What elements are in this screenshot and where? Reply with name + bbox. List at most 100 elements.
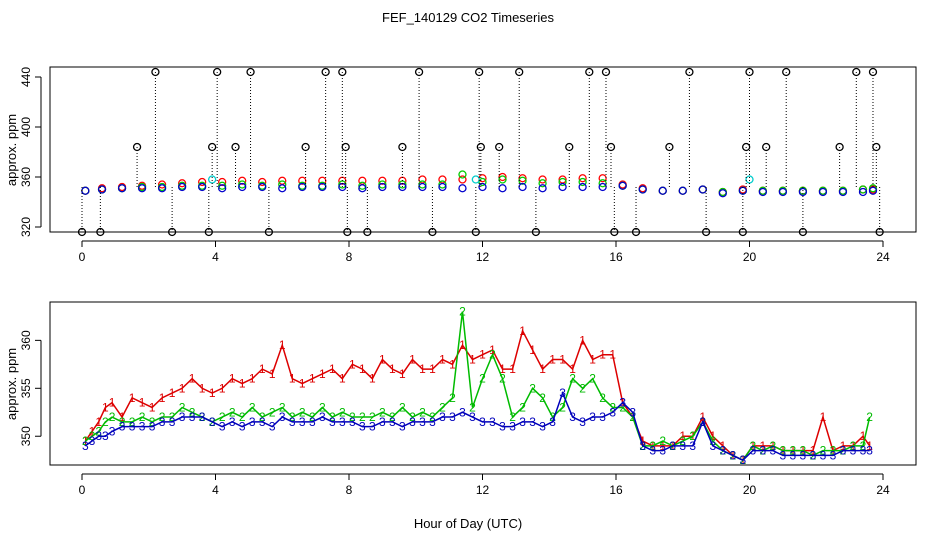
top-series-2-point	[868, 186, 878, 195]
bottom-series-3-point: 3	[619, 396, 626, 410]
bottom-series-1-point: 1	[860, 429, 867, 443]
bottom-series-1-point: 1	[609, 348, 616, 362]
top-series-2-point	[378, 182, 387, 192]
bottom-series-1-point: 1	[329, 362, 336, 376]
top-series-4-point	[852, 67, 861, 77]
top-series-1-point	[418, 180, 427, 189]
bottom-series-2-point: 2	[866, 410, 873, 424]
bottom-series-3-point: 3	[489, 415, 496, 429]
bottom-series-3-point: 3	[519, 415, 526, 429]
bottom-series-2-point: 2	[800, 444, 807, 458]
top-series-3-point	[471, 175, 480, 184]
bottom-series-3-point: 3	[739, 453, 746, 467]
bottom-series-3-point: 3	[379, 415, 386, 429]
bottom-series-1-point: 1	[389, 362, 396, 376]
top-series-2-point	[558, 182, 567, 192]
bottom-series-1-point: 1	[269, 367, 276, 381]
top-series-4-point	[213, 67, 222, 77]
top-x-tick-label: 4	[212, 250, 219, 264]
bottom-series-3-point: 3	[800, 448, 807, 462]
top-series-2-point	[638, 185, 647, 194]
top-series-4-point	[321, 67, 330, 77]
bottom-series-2-point: 2	[82, 434, 89, 448]
top-x-tick-label: 24	[876, 250, 890, 264]
bottom-series-3-point: 3	[329, 415, 336, 429]
top-series-1-point	[438, 180, 447, 189]
bottom-series-2-point: 2	[499, 372, 506, 386]
bottom-series-2-point: 2	[229, 405, 236, 419]
bottom-series-3-point: 3	[289, 415, 296, 429]
bottom-series-1-point: 1	[349, 357, 356, 371]
bottom-series-1-point: 1	[699, 410, 706, 424]
bottom-series-3-point: 3	[780, 448, 787, 462]
bottom-series-3-point: 3	[760, 444, 767, 458]
bottom-series-1-point: 1	[866, 439, 873, 453]
bottom-series-1-point: 1	[579, 333, 586, 347]
top-plot-frame	[49, 66, 917, 233]
bottom-series-2-point: 2	[519, 400, 526, 414]
top-series-2-point	[278, 184, 287, 193]
bottom-series-2-point: 2	[379, 405, 386, 419]
bottom-series-1-point: 1	[399, 367, 406, 381]
top-series-4-point	[428, 227, 437, 237]
bottom-series-1-point: 1	[199, 381, 206, 395]
bottom-series-3-point: 3	[409, 415, 416, 429]
top-y-tick-label: 320	[19, 217, 33, 237]
bottom-series-2-point: 2	[329, 410, 336, 424]
top-x-tick-label: 16	[609, 250, 623, 264]
bottom-series-3-point: 3	[389, 415, 396, 429]
bottom-series-3-point: 3	[699, 415, 706, 429]
bottom-series-3-point: 3	[840, 444, 847, 458]
bottom-series-3-point: 3	[102, 429, 109, 443]
bottom-series-3-point: 3	[369, 420, 376, 434]
bottom-series-2-point: 2	[359, 410, 366, 424]
bottom-series-3-point: 3	[599, 410, 606, 424]
bottom-series-3-point: 3	[479, 415, 486, 429]
top-series-2-point	[478, 182, 487, 192]
top-series-4-point	[231, 142, 240, 152]
bottom-series-3-point: 3	[609, 405, 616, 419]
top-series-4-point	[798, 227, 808, 237]
bottom-series-1-point: 1	[419, 362, 426, 376]
bottom-x-tick-label: 8	[346, 483, 353, 497]
bottom-series-2-point: 2	[159, 410, 166, 424]
top-x-tick-label: 8	[346, 250, 353, 264]
top-series-4-point	[301, 142, 310, 152]
bottom-series-3-point: 3	[259, 415, 266, 429]
bottom-series-3-point: 3	[669, 439, 676, 453]
bottom-series-1-point: 1	[359, 362, 366, 376]
top-series-4-point	[762, 142, 771, 152]
bottom-series-3-point: 3	[199, 410, 206, 424]
bottom-series-2-point: 2	[89, 429, 96, 443]
bottom-series-2-point: 2	[689, 429, 696, 443]
top-series-2-point	[358, 184, 367, 193]
top-series-4-point	[515, 67, 524, 77]
bottom-series-1-point: 1	[189, 372, 196, 386]
top-series-4-point	[782, 67, 791, 77]
x-axis-label: Hour of Day (UTC)	[414, 516, 522, 531]
top-series-0-point	[258, 177, 267, 187]
bottom-series-2-point: 2	[109, 410, 116, 424]
top-x-tick-label: 0	[79, 250, 86, 264]
top-series-2-point	[137, 184, 147, 193]
bottom-series-2-point: 2	[469, 400, 476, 414]
top-series-1-point	[578, 177, 587, 187]
top-series-2-point	[218, 184, 227, 193]
bottom-series-2-point: 2	[389, 410, 396, 424]
bottom-series-3-point: 3	[339, 415, 346, 429]
bottom-y-tick-label: 350	[19, 426, 33, 446]
bottom-series-2-point: 2	[860, 439, 867, 453]
top-series-0-point	[518, 174, 527, 183]
top-series-4-point	[363, 227, 372, 237]
bottom-series-2-point: 2	[349, 410, 356, 424]
bottom-series-1-point: 1	[129, 391, 136, 405]
bottom-series-3-point: 3	[709, 439, 716, 453]
bottom-series-3-point: 3	[219, 420, 226, 434]
bottom-series-3-point: 3	[790, 448, 797, 462]
bottom-series-3-point: 3	[319, 410, 326, 424]
bottom-x-tick-label: 12	[476, 483, 490, 497]
top-y-tick-label: 360	[19, 167, 33, 187]
top-series-4-point	[872, 142, 881, 152]
bottom-series-1-point: 1	[102, 400, 109, 414]
top-series-1-point	[558, 177, 567, 187]
